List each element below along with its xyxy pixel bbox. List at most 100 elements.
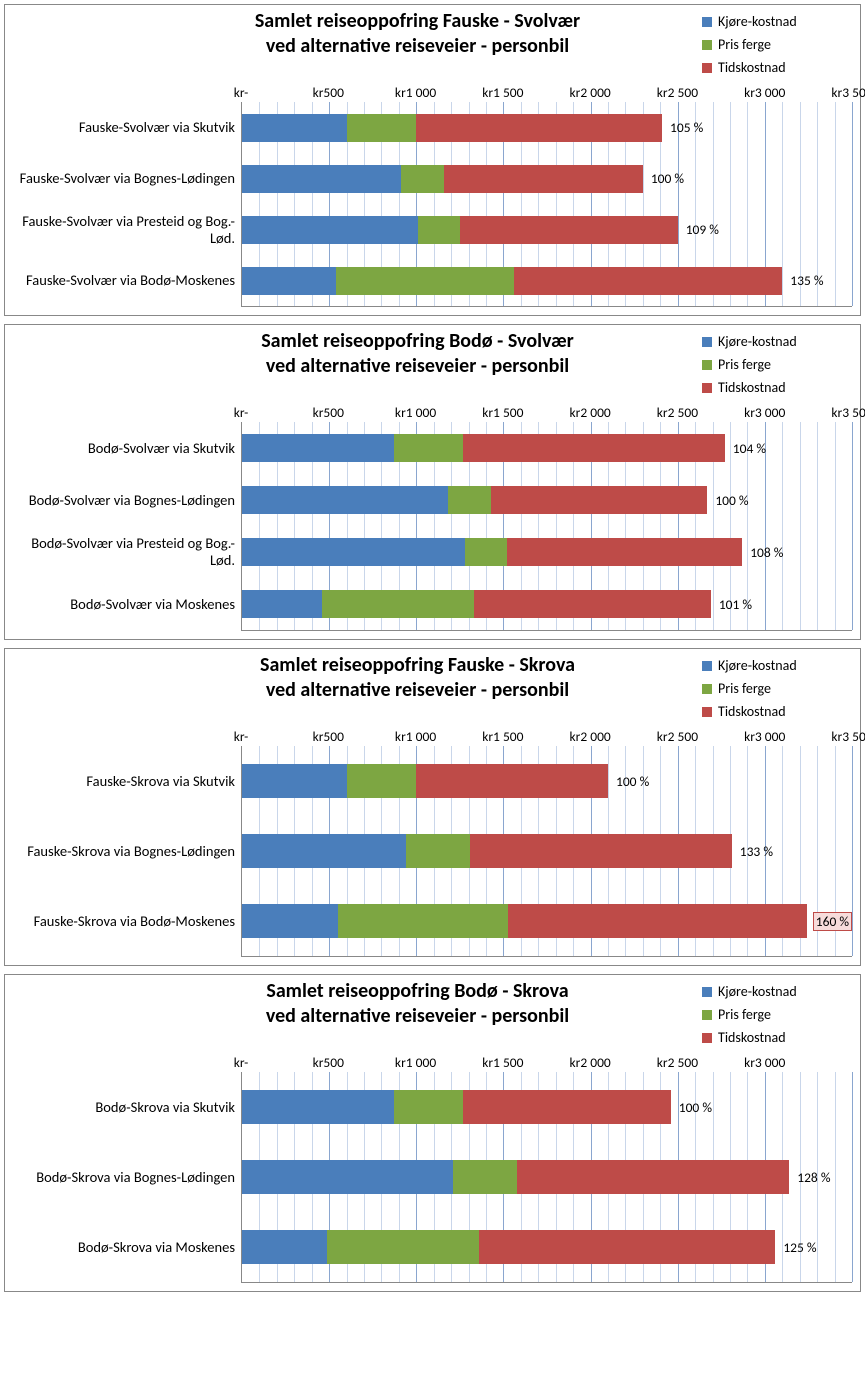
bar-row: 100 %: [242, 1072, 852, 1142]
bar-segment-ferge: [465, 538, 507, 566]
stacked-bar: [242, 165, 643, 193]
bar-segment-ferge: [401, 165, 445, 193]
y-axis-labels: Fauske-Skrova via SkutvikFauske-Skrova v…: [13, 728, 241, 957]
bar-segment-kjore: [242, 1230, 327, 1264]
bar-percent-label: 109 %: [684, 221, 721, 238]
category-label: Fauske-Svolvær via Bognes-Lødingen: [13, 153, 235, 204]
x-tick-label: kr500: [313, 404, 344, 421]
gridline-major: [852, 422, 853, 630]
chart-header: Samlet reiseoppofring Fauske - Skrovaved…: [13, 653, 852, 724]
plot-column: kr-kr500kr1 000kr1 500kr2 000kr2 500kr3 …: [241, 728, 852, 957]
bar-percent-label: 125 %: [781, 1239, 818, 1256]
bar-segment-kjore: [242, 590, 322, 618]
x-tick-label: kr3 500: [831, 404, 865, 421]
bar-segment-ferge: [394, 1090, 464, 1124]
chart-body: Bodø-Svolvær via SkutvikBodø-Svolvær via…: [13, 404, 852, 631]
legend-item: Kjøre-kostnad: [702, 655, 852, 676]
legend-label: Tidskostnad: [718, 701, 786, 722]
legend-swatch: [702, 1010, 712, 1020]
x-tick-label: kr2 500: [657, 1054, 698, 1071]
bar-segment-tids: [444, 165, 643, 193]
stacked-bar: [242, 114, 662, 142]
bar-segment-ferge: [327, 1230, 479, 1264]
bar-row: 109 %: [242, 204, 852, 255]
x-tick-label: kr-: [234, 1054, 249, 1071]
plot-area: 100 % 133 % 160 %: [241, 746, 852, 957]
legend-item: Tidskostnad: [702, 57, 852, 78]
legend-swatch: [702, 337, 712, 347]
legend-label: Tidskostnad: [718, 57, 786, 78]
chart-title: Samlet reiseoppofring Bodø - Skrovaved a…: [13, 979, 702, 1029]
legend-item: Kjøre-kostnad: [702, 331, 852, 352]
stacked-bar: [242, 216, 678, 244]
bar-row: 125 %: [242, 1212, 852, 1282]
category-label: Bodø-Svolvær via Presteid og Bog.-Lød.: [13, 526, 235, 578]
chart-title: Samlet reiseoppofring Fauske - Skrovaved…: [13, 653, 702, 703]
bar-segment-ferge: [347, 764, 417, 798]
chart-panel: Samlet reiseoppofring Bodø - Svolværved …: [4, 324, 861, 640]
plot-column: kr-kr500kr1 000kr1 500kr2 000kr2 500kr3 …: [241, 404, 852, 631]
chart-title-line1: Samlet reiseoppofring Fauske - Skrova: [133, 653, 702, 678]
bar-percent-label: 133 %: [738, 843, 775, 860]
bar-row: 160 %: [242, 886, 852, 956]
bar-segment-kjore: [242, 114, 347, 142]
category-label: Fauske-Skrova via Bodø-Moskenes: [13, 886, 235, 956]
bar-percent-label: 128 %: [795, 1169, 832, 1186]
bar-segment-ferge: [394, 434, 464, 462]
legend-swatch: [702, 1033, 712, 1043]
bar-row: 101 %: [242, 578, 852, 630]
y-axis-labels: Bodø-Svolvær via SkutvikBodø-Svolvær via…: [13, 404, 241, 631]
bar-percent-label: 105 %: [668, 119, 705, 136]
category-label: Fauske-Svolvær via Skutvik: [13, 102, 235, 153]
x-tick-label: kr500: [313, 1054, 344, 1071]
bar-row: 100 %: [242, 746, 852, 816]
bars-container: 105 %100 %109 %135 %: [242, 102, 852, 306]
chart-title: Samlet reiseoppofring Bodø - Svolværved …: [13, 329, 702, 379]
legend-swatch: [702, 63, 712, 73]
bar-segment-kjore: [242, 538, 465, 566]
stacked-bar: [242, 267, 782, 295]
bar-percent-label: 104 %: [731, 440, 768, 457]
x-tick-label: kr1 500: [482, 728, 523, 745]
legend-label: Kjøre-kostnad: [718, 655, 797, 676]
chart-panel: Samlet reiseoppofring Bodø - Skrovaved a…: [4, 974, 861, 1292]
plot-area: 105 %100 %109 %135 %: [241, 102, 852, 307]
chart-legend: Kjøre-kostnadPris fergeTidskostnad: [702, 329, 852, 400]
gridline-major: [852, 746, 853, 956]
bar-row: 135 %: [242, 255, 852, 306]
bar-segment-tids: [508, 904, 806, 938]
chart-header: Samlet reiseoppofring Fauske - Svolværve…: [13, 9, 852, 80]
bar-percent-label: 135 %: [788, 272, 825, 289]
x-tick-label: kr1 500: [482, 404, 523, 421]
x-tick-label: kr-: [234, 84, 249, 101]
bar-segment-tids: [460, 216, 678, 244]
legend-label: Pris ferge: [718, 354, 771, 375]
category-label: Fauske-Skrova via Skutvik: [13, 746, 235, 816]
stacked-bar: [242, 764, 608, 798]
x-tick-label: kr1 500: [482, 84, 523, 101]
category-label: Bodø-Svolvær via Bognes-Lødingen: [13, 474, 235, 526]
bar-segment-ferge: [448, 486, 492, 514]
bar-segment-tids: [479, 1230, 775, 1264]
category-label: Bodø-Skrova via Moskenes: [13, 1212, 235, 1282]
legend-item: Pris ferge: [702, 1004, 852, 1025]
chart-panel: Samlet reiseoppofring Fauske - Svolværve…: [4, 4, 861, 316]
x-axis: kr-kr500kr1 000kr1 500kr2 000kr2 500kr3 …: [241, 84, 852, 102]
bar-row: 100 %: [242, 474, 852, 526]
bars-container: 100 % 128 % 125 %: [242, 1072, 852, 1282]
x-tick-label: kr2 500: [657, 84, 698, 101]
gridline-major: [852, 102, 853, 306]
chart-title-line2: ved alternative reiseveier - personbil: [133, 354, 702, 379]
stacked-bar: [242, 1230, 775, 1264]
stacked-bar: [242, 834, 732, 868]
bar-segment-tids: [491, 486, 707, 514]
bar-row: 104 %: [242, 422, 852, 474]
x-tick-label: kr2 500: [657, 404, 698, 421]
bars-container: 100 % 133 % 160 %: [242, 746, 852, 956]
bar-percent-label: 100 %: [713, 492, 750, 509]
x-tick-label: kr1 000: [395, 404, 436, 421]
bar-segment-ferge: [418, 216, 460, 244]
bar-row: 108 %: [242, 526, 852, 578]
chart-legend: Kjøre-kostnadPris fergeTidskostnad: [702, 653, 852, 724]
category-label: Fauske-Skrova via Bognes-Lødingen: [13, 816, 235, 886]
